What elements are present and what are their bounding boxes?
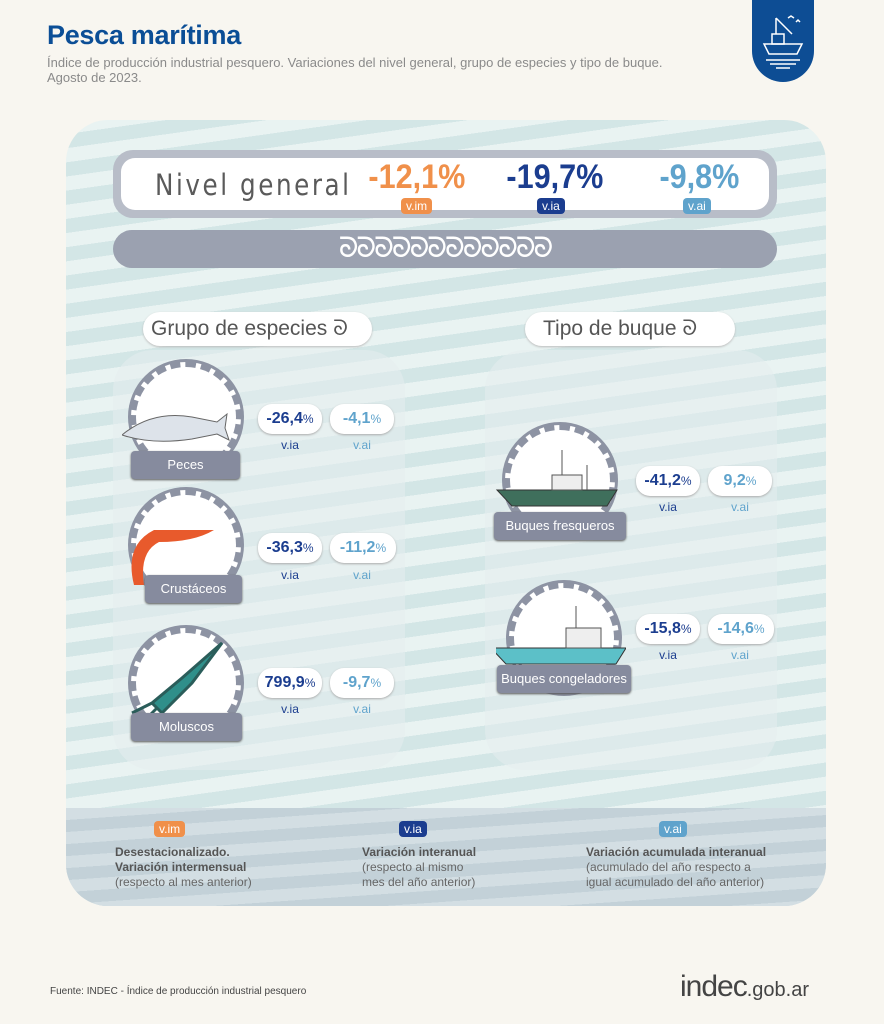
via-label: v.ia xyxy=(281,568,299,582)
legend-via-tag: v.ia xyxy=(399,821,427,837)
logo-suffix: .gob.ar xyxy=(746,979,809,1001)
via-label: v.ia xyxy=(281,438,299,452)
rope-icon: ᘐ xyxy=(682,317,698,340)
vai-tag: v.ai xyxy=(683,198,711,214)
pct: % xyxy=(680,474,692,488)
via-tag: v.ia xyxy=(537,198,565,214)
pct: % xyxy=(745,474,757,488)
pct: % xyxy=(370,412,382,426)
value: 799,9 xyxy=(264,674,305,691)
species-label-peces: Peces xyxy=(131,451,240,479)
indec-logo: indec.gob.ar xyxy=(680,970,809,1004)
subtitle: Índice de producción industrial pesquero… xyxy=(47,55,727,85)
moluscos-via-value: 799,9% xyxy=(258,668,322,698)
buques-heading: Tipo de buque ᘐ xyxy=(525,312,735,346)
fresqueros-via-value: -41,2% xyxy=(636,466,700,496)
especies-title: Grupo de especies xyxy=(151,317,328,340)
boat-badge-icon xyxy=(752,0,814,82)
page-title: Pesca marítima xyxy=(47,20,241,50)
buques-column xyxy=(485,350,777,770)
value: -41,2 xyxy=(644,472,681,489)
pct: % xyxy=(302,541,314,555)
l1: Variación acumulada interanual xyxy=(586,845,767,859)
nivel-vim-value: -12,1% xyxy=(368,158,466,196)
vai-label: v.ai xyxy=(353,702,371,716)
l2: (acumulado del año respecto a xyxy=(586,860,751,874)
especies-heading: Grupo de especies ᘐ xyxy=(143,312,372,346)
nivel-general-label: Nivel general xyxy=(155,168,352,202)
pct: % xyxy=(304,676,316,690)
species-label-moluscos: Moluscos xyxy=(131,713,242,741)
rope-chain-decoration: ᘐᘐᘐᘐᘐᘐᘐᘐᘐᘐᘐᘐ xyxy=(113,230,777,268)
pct: % xyxy=(375,541,387,555)
legend-vai-tag: v.ai xyxy=(659,821,687,837)
nivel-vai-value: -9,8% xyxy=(659,158,740,196)
l1: Variación interanual xyxy=(362,845,477,859)
legend-via: Variación interanual (respecto al mismo me… xyxy=(362,845,476,890)
peces-vai-value: -4,1% xyxy=(330,404,394,434)
rope-icon: ᘐ xyxy=(333,317,348,340)
l3: igual acumulado del año anterior) xyxy=(586,875,765,889)
pct: % xyxy=(753,622,765,636)
nivel-general-bar: Nivel general -12,1% -19,7% -9,8% v.im v… xyxy=(113,150,777,218)
source-note: Fuente: INDEC - Índice de producción ind… xyxy=(50,986,307,997)
value: -9,7 xyxy=(342,674,371,691)
fresqueros-vai-value: 9,2% xyxy=(708,466,772,496)
crustaceos-vai-value: -11,2% xyxy=(330,533,396,563)
crustaceos-via-value: -36,3% xyxy=(258,533,322,563)
nivel-via-value: -19,7% xyxy=(506,158,604,196)
legend-vai: Variación acumulada interanual (acumulado… xyxy=(586,845,766,890)
pct: % xyxy=(370,676,382,690)
l1: Desestacionalizado. xyxy=(115,845,230,859)
value: -26,4 xyxy=(266,410,303,427)
pct: % xyxy=(680,622,692,636)
ship-label-congeladores: Buques congeladores xyxy=(497,665,631,693)
peces-via-value: -26,4% xyxy=(258,404,322,434)
legend-vim: Desestacionalizado. Variación intermensua… xyxy=(115,845,252,890)
value: -4,1 xyxy=(342,410,371,427)
ship-label-fresqueros: Buques fresqueros xyxy=(494,512,626,540)
vim-tag: v.im xyxy=(401,198,433,214)
via-label: v.ia xyxy=(281,702,299,716)
value: -36,3 xyxy=(266,539,303,556)
vai-label: v.ai xyxy=(353,438,371,452)
subtitle-text: Índice de producción industrial pesquero… xyxy=(47,55,663,70)
species-label-crustaceos: Crustáceos xyxy=(145,575,242,603)
l2: Variación intermensual xyxy=(115,860,247,874)
value: -15,8 xyxy=(644,620,681,637)
date-text: Agosto de 2023. xyxy=(47,70,142,85)
vai-label: v.ai xyxy=(731,500,749,514)
legend-vim-tag: v.im xyxy=(154,821,186,837)
congeladores-vai-value: -14,6% xyxy=(708,614,774,644)
legend-band xyxy=(66,808,826,906)
vai-label: v.ai xyxy=(353,568,371,582)
via-label: v.ia xyxy=(659,500,677,514)
l2: (respecto al mismo xyxy=(362,860,464,874)
value: -11,2 xyxy=(339,539,376,556)
congeladores-via-value: -15,8% xyxy=(636,614,700,644)
moluscos-vai-value: -9,7% xyxy=(330,668,394,698)
vai-label: v.ai xyxy=(731,648,749,662)
l3: mes del año anterior) xyxy=(362,875,476,889)
l3: (respecto al mes anterior) xyxy=(115,875,252,889)
pct: % xyxy=(302,412,314,426)
value: -14,6 xyxy=(717,620,754,637)
via-label: v.ia xyxy=(659,648,677,662)
value: 9,2 xyxy=(723,472,746,489)
logo-main: indec xyxy=(680,970,748,1003)
buques-title: Tipo de buque xyxy=(543,317,677,340)
